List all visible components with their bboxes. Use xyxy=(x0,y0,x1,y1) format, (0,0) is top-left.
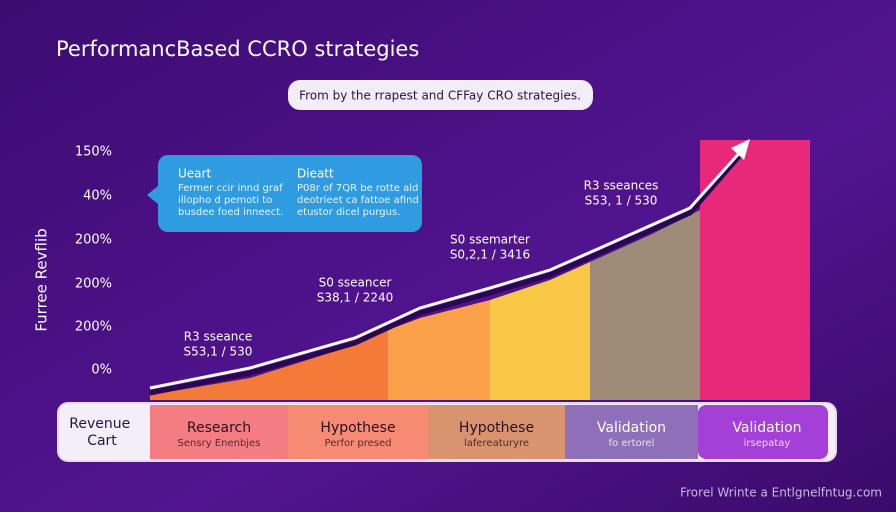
annotation-name: R3 sseances xyxy=(584,179,659,193)
annotation-value: S53,1 / 530 xyxy=(184,345,253,359)
segment xyxy=(490,262,590,400)
stage-cell xyxy=(150,405,288,459)
stage-cell xyxy=(288,405,428,459)
annotation-value: S53, 1 / 530 xyxy=(585,194,658,208)
annotation-name: R3 sseance xyxy=(184,330,253,344)
segment xyxy=(590,210,700,400)
annotation-name: S0 sseancer xyxy=(319,276,392,290)
callout-pointer xyxy=(147,186,158,204)
stage-title: Validation xyxy=(732,420,801,436)
title: PerformancBased CCRO strategies xyxy=(56,37,419,61)
trend-shadow xyxy=(149,151,744,396)
annotation-value: S0,2,1 / 3416 xyxy=(450,248,530,262)
axis-label: Furree Revflib xyxy=(33,228,51,331)
stage-subtitle: Perfor presed xyxy=(325,438,392,449)
stage-subtitle: fo ertorel xyxy=(609,438,655,449)
stage-title: Validation xyxy=(597,420,666,436)
callout-text: etustor dicel purgus. xyxy=(297,207,400,218)
callout-text: Fermer ccir innd graf xyxy=(178,183,283,194)
arrow-head xyxy=(731,139,750,160)
annotation-name: S0 ssemarter xyxy=(450,233,530,247)
tick-label: 40% xyxy=(83,189,112,204)
stage-cell xyxy=(565,405,698,459)
stage-title: Hypothese xyxy=(320,420,395,436)
stage-title: Hypothese xyxy=(459,420,534,436)
stages: Research Sensry Enenbjes Hypothese Perfor p… xyxy=(150,405,828,459)
segment xyxy=(388,300,490,400)
stage-subtitle: lafereaturyre xyxy=(464,438,529,449)
callout-text: busdee foed inneect. xyxy=(178,207,283,218)
axis-ticks: 150% 40% 200% 200% 200% 0% xyxy=(75,145,112,378)
stage-cell xyxy=(698,405,828,459)
stage-cell xyxy=(428,405,565,459)
stage-subtitle: irsepatay xyxy=(744,438,791,449)
callout-title: Ueart xyxy=(178,167,211,181)
tick-label: 200% xyxy=(75,320,112,335)
stage-subtitle: Sensry Enenbjes xyxy=(178,438,261,449)
tick-label: 0% xyxy=(91,363,112,378)
tick-label: 150% xyxy=(75,145,112,160)
footer: Frorel Wrinte a Entlgnelfntug.com xyxy=(680,486,882,500)
annotation-value: S38,1 / 2240 xyxy=(317,291,394,305)
callout-title: Dieatt xyxy=(297,167,334,181)
table-label: Revenue Cart xyxy=(69,416,134,449)
callout-text: P08r of 7QR be rotte ald xyxy=(297,183,418,194)
subtitle-pill xyxy=(288,80,593,110)
callout: Ueart Dieatt Fermer ccir innd grafilloph… xyxy=(147,155,422,232)
tick-label: 200% xyxy=(75,233,112,248)
trend-line xyxy=(149,148,744,390)
tick-label: 200% xyxy=(75,277,112,292)
callout-text: deotrieet ca fattoe afind xyxy=(297,195,419,206)
subtitle: From by the rrapest and CFFay CRO strate… xyxy=(299,89,581,103)
callout-text: illopho d pemoti to xyxy=(178,195,272,206)
segment xyxy=(150,330,388,400)
callout-box xyxy=(158,155,422,232)
stage-title: Research xyxy=(187,420,251,436)
